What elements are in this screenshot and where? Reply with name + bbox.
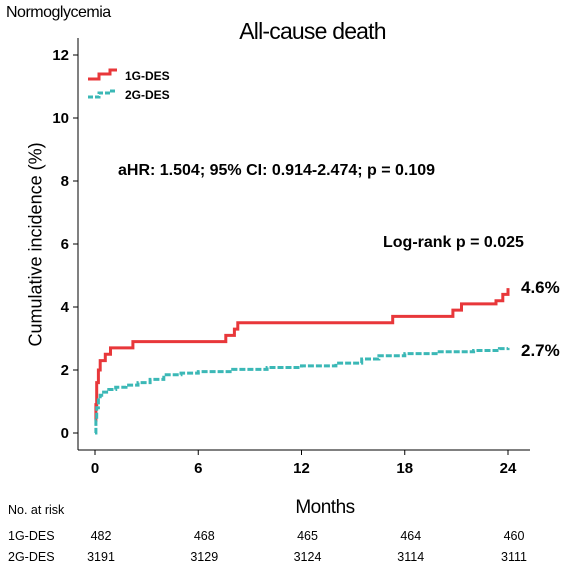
legend-label-2g-des: 2G-DES: [125, 88, 170, 102]
risk-cell: 3111: [501, 550, 527, 564]
curves: [94, 288, 510, 435]
legend-swatch-1g-des: [88, 68, 117, 81]
curve-2g-des: [94, 347, 510, 435]
risk-cell: 3124: [293, 550, 322, 564]
y-tick-label: 12: [52, 47, 69, 64]
risk-cell: 3114: [397, 550, 425, 564]
x-tick-label: 6: [194, 460, 202, 477]
risk-row-name: 1G-DES: [8, 529, 55, 543]
risk-cell: 482: [90, 529, 112, 543]
y-tick-label: 6: [61, 236, 69, 253]
x-axis-label: Months: [295, 497, 355, 518]
curve-1g-des: [94, 288, 510, 422]
x-tick-label: 24: [500, 460, 517, 477]
x-tick-label: 0: [91, 460, 99, 477]
y-tick-label: 8: [61, 173, 69, 190]
subgroup-label: Normoglycemia: [6, 4, 111, 21]
end-label-1g-des: 4.6%: [521, 278, 560, 297]
legend-swatch-2g-des: [88, 89, 117, 99]
risk-cell: 3191: [87, 550, 115, 564]
risk-cell: 460: [503, 529, 525, 543]
y-tick-label: 4: [61, 299, 70, 316]
risk-table-title: No. at risk: [8, 503, 65, 517]
x-tick-label: 18: [396, 460, 413, 477]
legend-label-1g-des: 1G-DES: [125, 69, 170, 83]
hr-annotation: aHR: 1.504; 95% CI: 0.914-2.474; p = 0.1…: [118, 162, 435, 179]
risk-cell: 3129: [190, 550, 219, 564]
y-tick-label: 0: [61, 425, 69, 442]
risk-cell: 468: [193, 529, 215, 543]
y-tick-label: 2: [61, 362, 69, 379]
x-tick-label: 12: [293, 460, 310, 477]
risk-row-name: 2G-DES: [8, 550, 55, 564]
risk-cell: 464: [400, 529, 422, 543]
logrank-annotation: Log-rank p = 0.025: [383, 234, 524, 251]
y-tick-label: 10: [52, 110, 69, 127]
chart-title: All-cause death: [239, 18, 386, 44]
legend: 1G-DES 2G-DES: [88, 68, 170, 102]
risk-cell: 465: [297, 529, 318, 543]
end-label-2g-des: 2.7%: [521, 341, 560, 360]
